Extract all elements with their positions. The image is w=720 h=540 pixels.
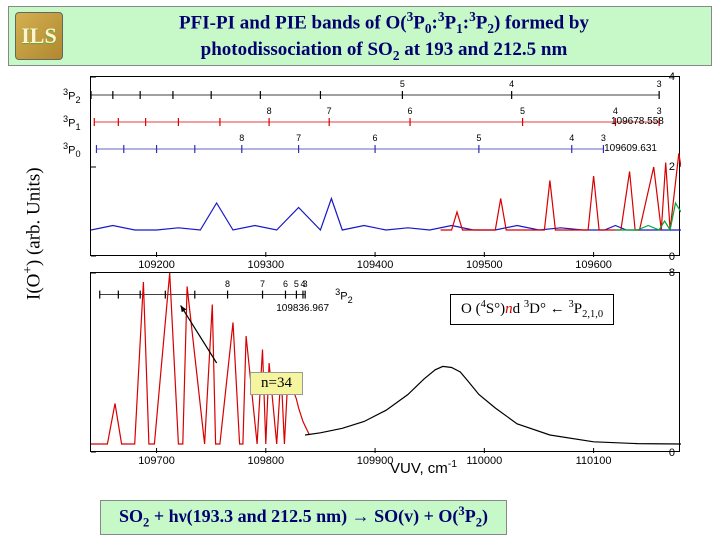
top-spectrum-svg — [91, 77, 681, 257]
title-line-2: photodissociation of SO2 at 193 and 212.… — [63, 38, 705, 64]
slide-title: PFI-PI and PIE bands of O(3P0:3P1:3P2) f… — [63, 8, 705, 63]
reaction-equation: SO2 + hν(193.3 and 212.5 nm) → SO(v) + O… — [100, 500, 507, 535]
logo-text: ILS — [21, 23, 56, 49]
title-bar: ILS PFI-PI and PIE bands of O(3P0:3P1:3P… — [8, 6, 712, 66]
title-line-1: PFI-PI and PIE bands of O(3P0:3P1:3P2) f… — [63, 8, 705, 37]
top-spectrum-panel: 1092001093001094001095001096000243P23453… — [90, 76, 680, 256]
transition-legend: O (4S°)nd 3D° ← 3P2,1,0 — [450, 294, 614, 325]
y-axis-label: I(O+) (arb. Units) — [20, 167, 45, 300]
arrow-annotation-n34: n=34 — [250, 372, 303, 395]
figure: 1092001093001094001095001096000243P23453… — [90, 76, 690, 476]
x-axis-label: VUV, cm-1 — [390, 458, 457, 477]
institution-logo: ILS — [15, 12, 63, 60]
